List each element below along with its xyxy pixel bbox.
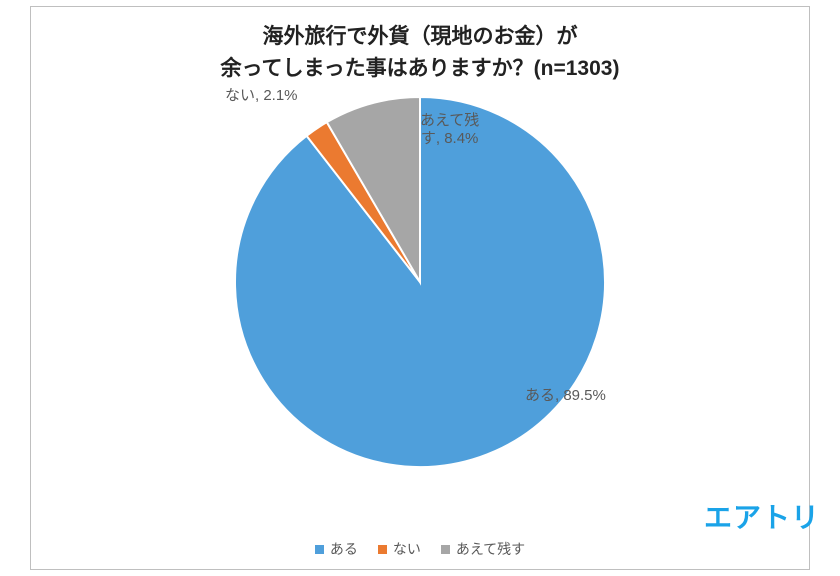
legend-item-nai: ない (378, 539, 421, 559)
legend-label-nokosu: あえて残す (456, 539, 525, 559)
legend-item-nokosu: あえて残す (441, 539, 525, 559)
legend-item-aru: ある (315, 539, 358, 559)
legend-swatch-aru (315, 545, 324, 554)
chart-card: 海外旅行で外貨（現地のお金）が 余ってしまった事はありますか？(n=1303) … (30, 6, 810, 570)
legend-swatch-nai (378, 545, 387, 554)
pie-chart: ある, 89.5%ない, 2.1%あえて残 す, 8.4% (235, 97, 605, 467)
legend: ある ない あえて残す (31, 539, 809, 559)
legend-swatch-nokosu (441, 545, 450, 554)
chart-area: ある, 89.5%ない, 2.1%あえて残 す, 8.4% (31, 97, 809, 467)
chart-title-line2: 余ってしまった事はありますか？(n=1303) (31, 53, 809, 85)
brand-logo: エアトリ (704, 496, 820, 536)
chart-title-line1: 海外旅行で外貨（現地のお金）が (31, 21, 809, 53)
chart-title: 海外旅行で外貨（現地のお金）が 余ってしまった事はありますか？(n=1303) (31, 21, 809, 84)
pie-svg (235, 97, 605, 467)
slice-label-nokosu: あえて残 す, 8.4% (420, 112, 479, 148)
slice-label-nai: ない, 2.1% (225, 87, 298, 105)
legend-label-nai: ない (393, 539, 421, 559)
slice-label-aru: ある, 89.5% (525, 387, 606, 405)
legend-label-aru: ある (330, 539, 358, 559)
